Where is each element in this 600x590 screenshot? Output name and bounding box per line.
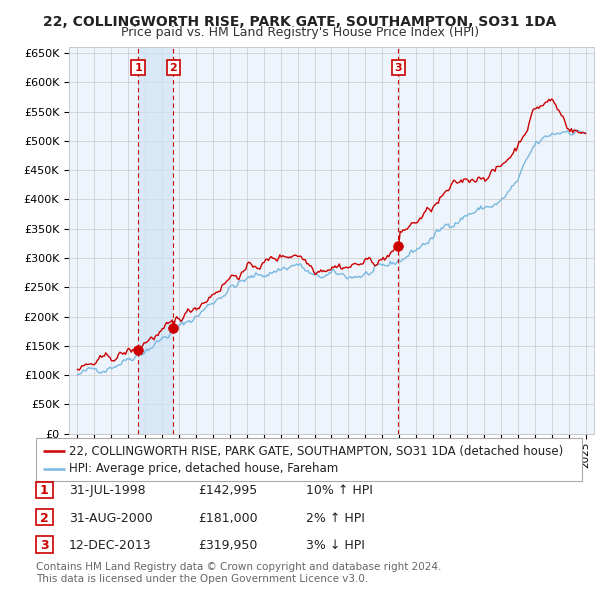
Text: 3: 3 (40, 539, 49, 552)
Text: 22, COLLINGWORTH RISE, PARK GATE, SOUTHAMPTON, SO31 1DA: 22, COLLINGWORTH RISE, PARK GATE, SOUTHA… (43, 15, 557, 29)
Text: 3% ↓ HPI: 3% ↓ HPI (306, 539, 365, 552)
Text: 1: 1 (40, 484, 49, 497)
Text: 31-JUL-1998: 31-JUL-1998 (69, 484, 146, 497)
Text: Contains HM Land Registry data © Crown copyright and database right 2024.
This d: Contains HM Land Registry data © Crown c… (36, 562, 442, 584)
Text: 3: 3 (395, 63, 402, 73)
Text: 22, COLLINGWORTH RISE, PARK GATE, SOUTHAMPTON, SO31 1DA (detached house): 22, COLLINGWORTH RISE, PARK GATE, SOUTHA… (69, 445, 563, 458)
Bar (138, 47, 173, 434)
Text: 12-DEC-2013: 12-DEC-2013 (69, 539, 152, 552)
Text: £319,950: £319,950 (198, 539, 257, 552)
Text: £142,995: £142,995 (198, 484, 257, 497)
Text: 2: 2 (40, 512, 49, 525)
Text: 31-AUG-2000: 31-AUG-2000 (69, 512, 153, 525)
Text: £181,000: £181,000 (198, 512, 257, 525)
Text: 2: 2 (170, 63, 178, 73)
Text: 1: 1 (134, 63, 142, 73)
Text: Price paid vs. HM Land Registry's House Price Index (HPI): Price paid vs. HM Land Registry's House … (121, 26, 479, 39)
Text: 10% ↑ HPI: 10% ↑ HPI (306, 484, 373, 497)
Text: HPI: Average price, detached house, Fareham: HPI: Average price, detached house, Fare… (69, 463, 338, 476)
Text: 2% ↑ HPI: 2% ↑ HPI (306, 512, 365, 525)
